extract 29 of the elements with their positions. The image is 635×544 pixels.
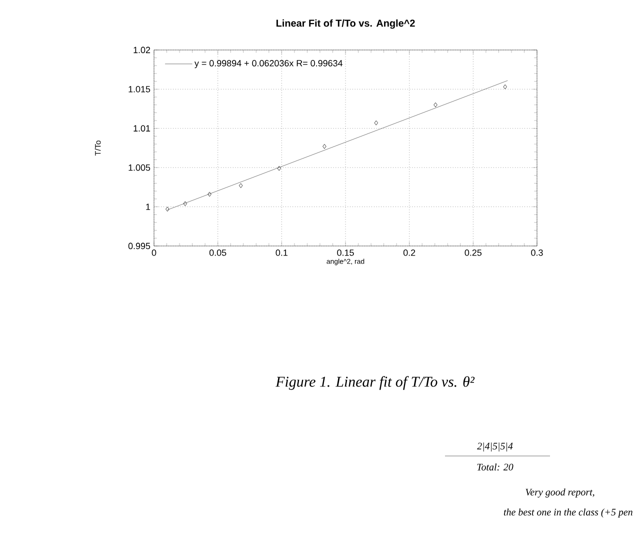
x-tick-label: 0.3 — [531, 250, 543, 256]
x-tick-label: 0.2 — [403, 250, 416, 256]
y-tick-label: 1.02 — [134, 46, 150, 54]
x-tick-label: 0.05 — [209, 250, 226, 256]
point — [503, 84, 507, 90]
x-tick-label: 0.1 — [276, 250, 288, 256]
point — [374, 120, 378, 126]
y-tick-label: 0.995 — [128, 242, 150, 250]
x-tick-label: 0 — [152, 250, 156, 256]
point — [166, 206, 170, 212]
caption: Figure 1. Linear fit of T/To vs. θ² — [276, 376, 475, 390]
y-tick-label: 1.005 — [128, 164, 150, 171]
point — [208, 192, 212, 197]
point — [238, 183, 243, 188]
text: the best one in the class (+5 pen — [504, 508, 632, 518]
x-tick-label: 0.15 — [337, 250, 354, 256]
y-tick-label: 1.01 — [134, 125, 150, 132]
x-tick-label: 0.25 — [464, 250, 482, 256]
text: Total: 20 — [477, 463, 514, 471]
y-tick-label: 1.015 — [128, 86, 150, 92]
chart-title: Linear Fit of T/To vs. Angle^2 — [276, 19, 415, 29]
y-tick-label: 1 — [146, 204, 150, 210]
text: 2|4|5|5|4 — [477, 442, 513, 452]
point — [322, 144, 326, 149]
point — [277, 166, 281, 171]
point — [434, 102, 438, 108]
legend-label: y = 0.99894 + 0.062036x R= 0.99634 — [194, 60, 342, 68]
point — [183, 201, 188, 206]
text: Very good report, — [526, 488, 594, 498]
